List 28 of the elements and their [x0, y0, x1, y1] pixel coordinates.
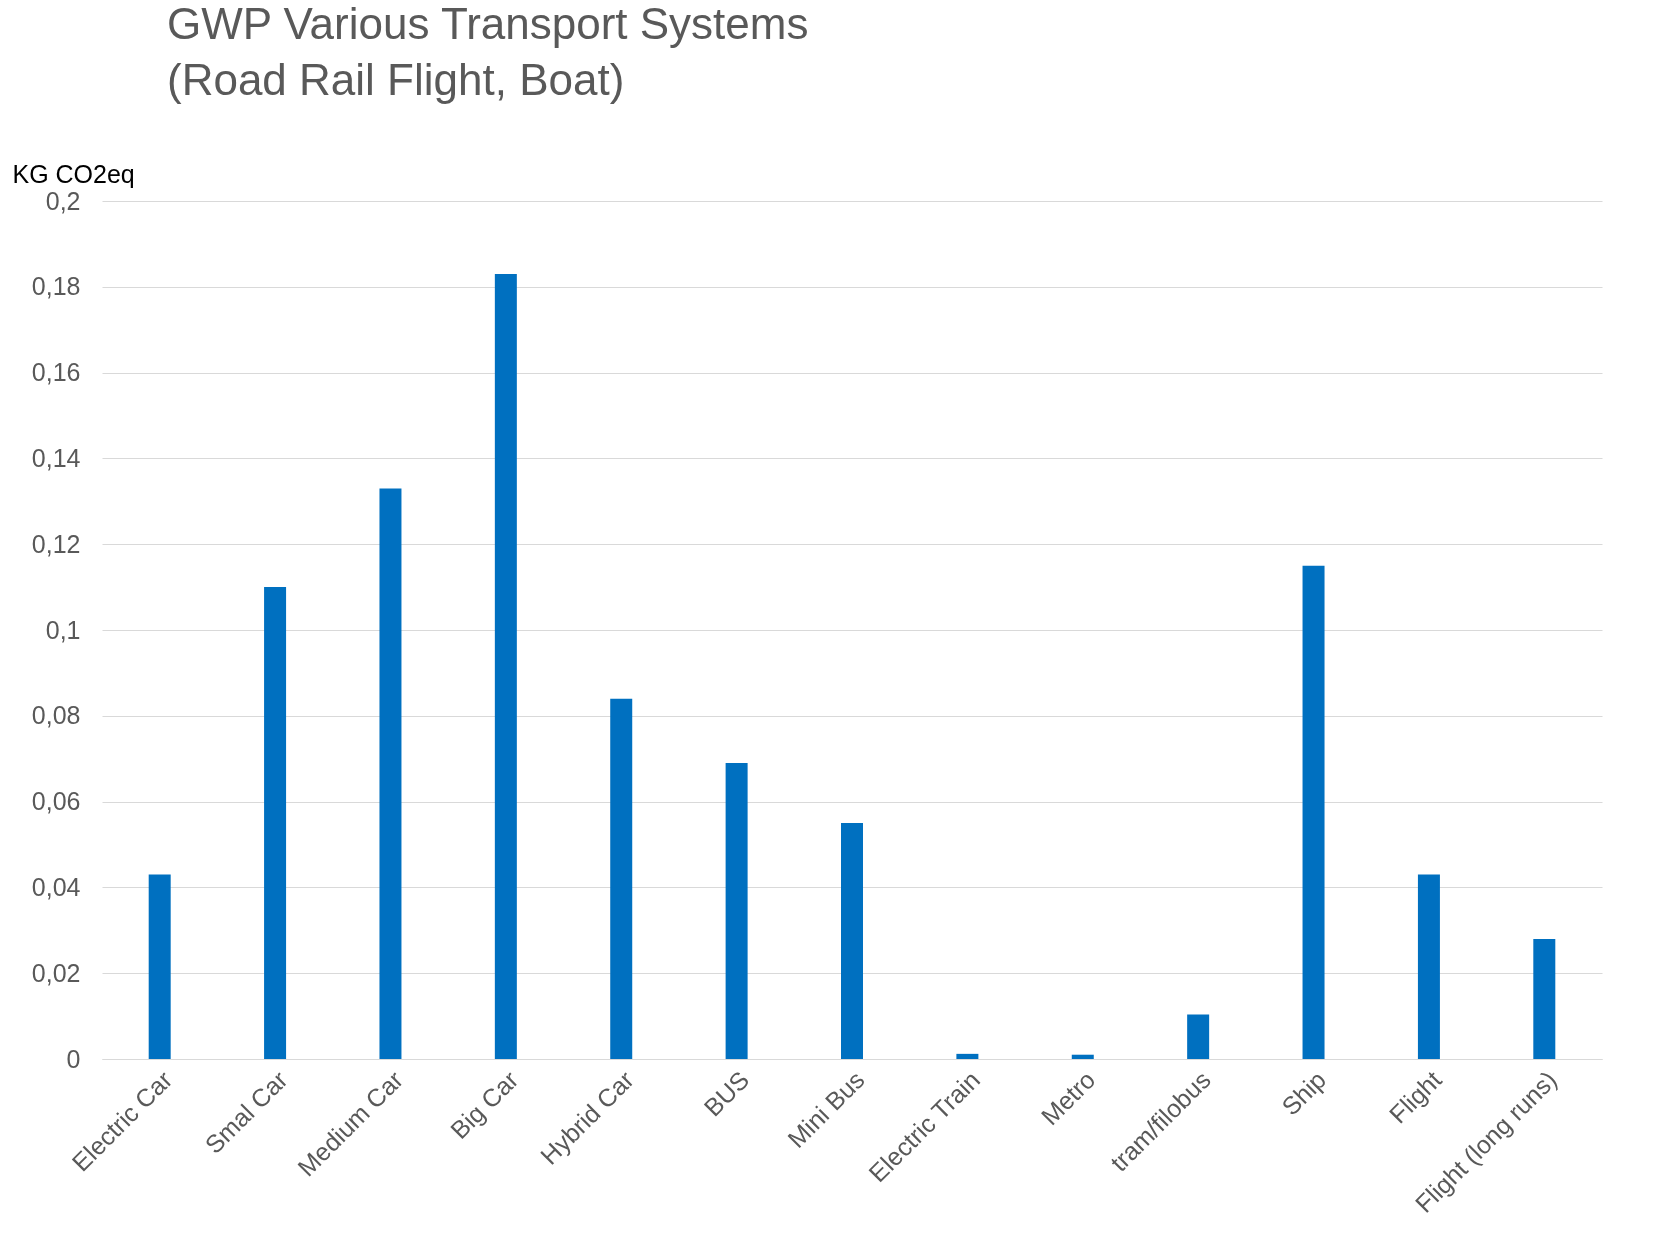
- y-tick-label: 0,08: [31, 701, 81, 730]
- bar: [264, 587, 287, 1059]
- y-tick-label: 0,14: [31, 443, 81, 472]
- bar: [610, 698, 633, 1059]
- bar: [1302, 565, 1325, 1059]
- y-tick-label: 0,1: [45, 615, 81, 644]
- bar: [725, 762, 748, 1059]
- y-tick-label: 0,04: [31, 872, 81, 901]
- bar: [841, 823, 863, 1059]
- y-tick-label: 0,2: [45, 186, 81, 215]
- y-tick-label: 0: [66, 1044, 81, 1073]
- bar: [379, 488, 402, 1059]
- y-tick-label: 0,16: [31, 358, 81, 387]
- x-tick-label: Big Car: [444, 1065, 524, 1145]
- y-axis-title: KG CO2eq: [12, 159, 135, 188]
- bar: [1187, 1014, 1210, 1059]
- bar: [494, 273, 517, 1059]
- y-tick-label: 0,18: [31, 272, 81, 301]
- chart-title: GWP Various Transport Systems (Road Rail Flight, Boat): [167, 0, 809, 104]
- bar: [1417, 874, 1440, 1059]
- y-tick-label: 0,02: [31, 958, 81, 987]
- bar: [1071, 1054, 1094, 1059]
- y-tick-label: 0,06: [31, 787, 81, 816]
- bar: [956, 1053, 979, 1059]
- y-tick-label: 0,12: [31, 529, 81, 558]
- bar: [148, 874, 171, 1059]
- x-tick-label: Ship: [1276, 1065, 1332, 1121]
- bar: [1533, 938, 1556, 1059]
